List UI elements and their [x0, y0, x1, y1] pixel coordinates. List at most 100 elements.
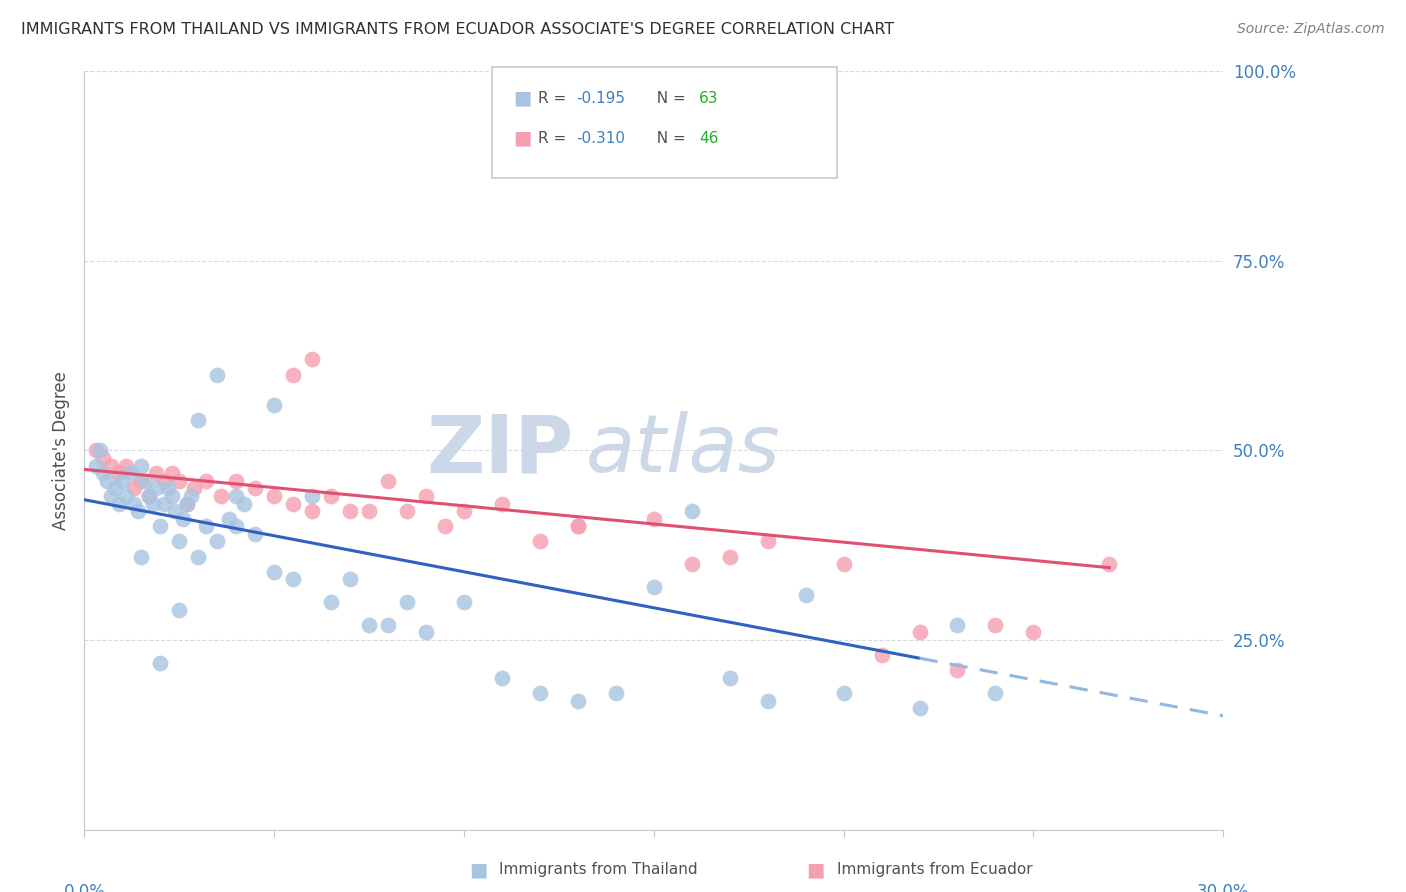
- Point: [756, 694, 779, 708]
- Point: [681, 557, 703, 572]
- Point: [396, 504, 419, 518]
- Point: [605, 686, 627, 700]
- Point: [491, 671, 513, 685]
- Point: [908, 701, 931, 715]
- Point: [643, 580, 665, 594]
- Point: [118, 466, 141, 480]
- Point: [115, 458, 138, 473]
- Point: [359, 617, 381, 632]
- Point: [1098, 557, 1121, 572]
- Point: [129, 458, 153, 473]
- Point: [107, 496, 129, 510]
- Text: R =: R =: [538, 91, 572, 105]
- Point: [84, 458, 107, 473]
- Point: [129, 549, 153, 564]
- Point: [681, 504, 703, 518]
- Text: 46: 46: [699, 131, 718, 145]
- Text: Source: ZipAtlas.com: Source: ZipAtlas.com: [1237, 22, 1385, 37]
- Text: ■: ■: [806, 860, 825, 880]
- Text: ■: ■: [513, 88, 531, 108]
- Point: [138, 489, 160, 503]
- Point: [134, 474, 156, 488]
- Text: atlas: atlas: [585, 411, 780, 490]
- Point: [832, 686, 855, 700]
- Text: N =: N =: [647, 91, 690, 105]
- Point: [218, 512, 240, 526]
- Point: [232, 496, 254, 510]
- Point: [984, 686, 1007, 700]
- Point: [415, 625, 437, 640]
- Text: Immigrants from Thailand: Immigrants from Thailand: [499, 863, 697, 877]
- Point: [187, 549, 209, 564]
- Point: [529, 534, 551, 549]
- Point: [946, 664, 969, 678]
- Point: [567, 694, 589, 708]
- Text: ■: ■: [513, 128, 531, 148]
- Point: [301, 504, 323, 518]
- Point: [984, 617, 1007, 632]
- Point: [263, 489, 285, 503]
- Point: [176, 496, 198, 510]
- Point: [339, 573, 361, 587]
- Point: [245, 482, 267, 496]
- Y-axis label: Associate's Degree: Associate's Degree: [52, 371, 70, 530]
- Point: [263, 565, 285, 579]
- Text: 63: 63: [699, 91, 718, 105]
- Point: [718, 549, 741, 564]
- Point: [453, 504, 475, 518]
- Point: [183, 482, 205, 496]
- Text: ZIP: ZIP: [427, 411, 574, 490]
- Point: [567, 519, 589, 533]
- Point: [207, 368, 229, 382]
- Text: 0.0%: 0.0%: [63, 883, 105, 892]
- Point: [169, 534, 191, 549]
- Point: [794, 588, 817, 602]
- Point: [359, 504, 381, 518]
- Point: [718, 671, 741, 685]
- Point: [832, 557, 855, 572]
- Point: [283, 368, 305, 382]
- Point: [93, 466, 115, 480]
- Point: [145, 482, 167, 496]
- Point: [415, 489, 437, 503]
- Point: [396, 595, 419, 609]
- Point: [321, 595, 343, 609]
- Point: [100, 458, 122, 473]
- Point: [283, 496, 305, 510]
- Point: [172, 512, 194, 526]
- Point: [643, 512, 665, 526]
- Point: [111, 474, 134, 488]
- Point: [122, 496, 145, 510]
- Text: N =: N =: [647, 131, 690, 145]
- Point: [209, 489, 232, 503]
- Point: [225, 519, 247, 533]
- Point: [142, 496, 165, 510]
- Point: [283, 573, 305, 587]
- Text: R =: R =: [538, 131, 572, 145]
- Point: [100, 489, 122, 503]
- Point: [194, 519, 217, 533]
- Point: [165, 504, 187, 518]
- Text: ■: ■: [468, 860, 488, 880]
- Point: [756, 534, 779, 549]
- Point: [187, 413, 209, 427]
- Text: -0.310: -0.310: [576, 131, 626, 145]
- Point: [301, 352, 323, 367]
- Point: [225, 474, 247, 488]
- Point: [225, 489, 247, 503]
- Point: [491, 496, 513, 510]
- Point: [160, 466, 183, 480]
- Point: [153, 496, 176, 510]
- Point: [160, 489, 183, 503]
- Point: [89, 443, 111, 458]
- Point: [96, 474, 118, 488]
- Point: [908, 625, 931, 640]
- Text: -0.195: -0.195: [576, 91, 626, 105]
- Point: [1022, 625, 1045, 640]
- Point: [153, 474, 176, 488]
- Point: [127, 504, 149, 518]
- Point: [180, 489, 202, 503]
- Point: [169, 603, 191, 617]
- Point: [115, 489, 138, 503]
- Point: [107, 466, 129, 480]
